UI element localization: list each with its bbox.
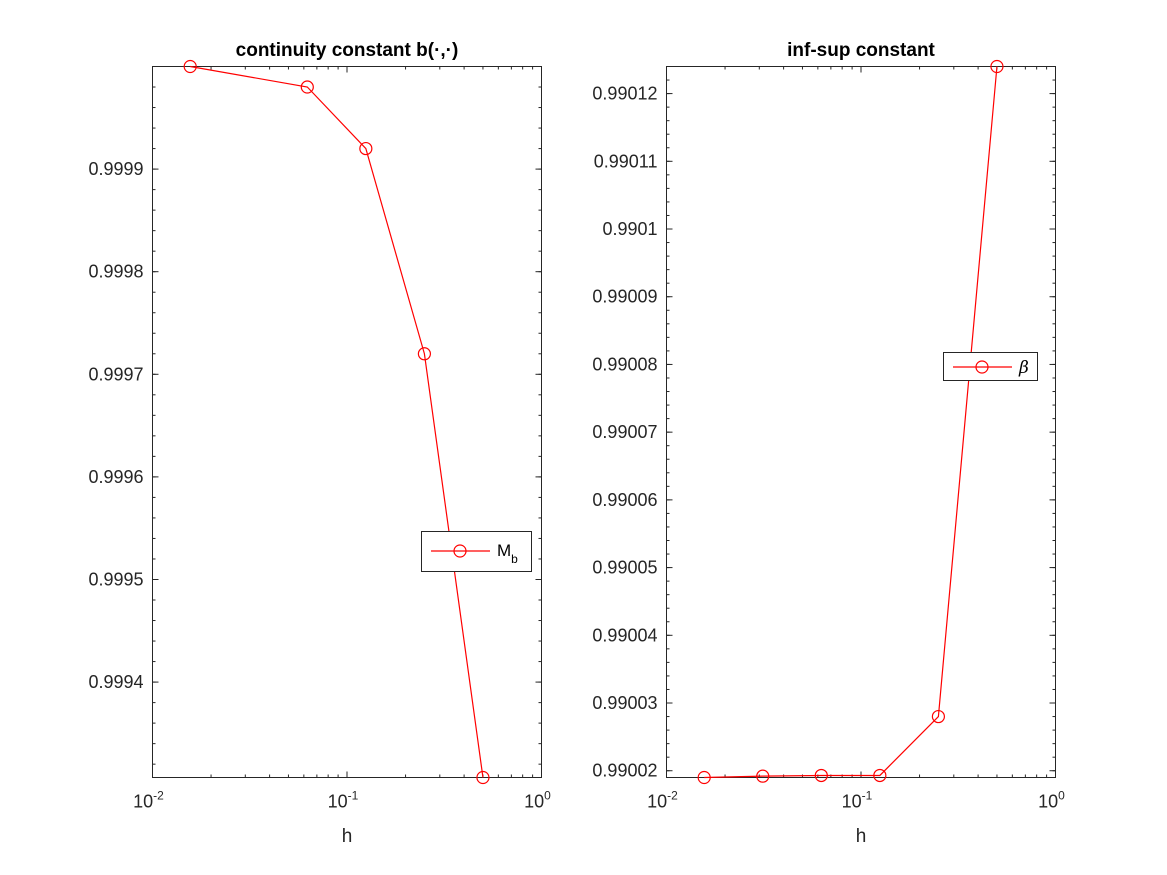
- inf-sup-legend-marker: [975, 360, 989, 374]
- continuity-axes-frame: [152, 66, 542, 778]
- inf-sup-legend: β: [943, 352, 1038, 381]
- continuity-legend-marker: [453, 544, 467, 558]
- continuity-plot-area: [183, 59, 490, 785]
- continuity-y-tick-label: 0.9997: [88, 364, 143, 384]
- continuity-chart-title: continuity constant b(·,·): [236, 40, 459, 61]
- continuity-x-tick-label: 10-2: [133, 789, 164, 812]
- inf-sup-x-tick-label: 100: [1038, 789, 1065, 812]
- inf-sup-y-tick-label: 0.99011: [594, 151, 658, 171]
- continuity-y-tick-label: 0.9996: [88, 467, 143, 487]
- continuity-data-point: [183, 59, 197, 74]
- continuity-legend-name: M: [497, 541, 511, 560]
- continuity-legend-label: Mb: [497, 541, 518, 566]
- inf-sup-data-point: [756, 769, 770, 783]
- continuity-y-tick-label: 0.9994: [88, 672, 143, 692]
- inf-sup-y-tick-label: 0.99003: [592, 693, 657, 713]
- inf-sup-data-point: [814, 768, 828, 783]
- inf-sup-ticks: 10-2 10-1 100 0.99002 0.99003 0.99004 0.99005 0…: [592, 66, 1065, 812]
- inf-sup-data-point: [931, 709, 945, 724]
- inf-sup-plot-area: [697, 59, 1004, 785]
- inf-sup-series-line: [704, 66, 998, 779]
- inf-sup-y-tick-label: 0.9901: [602, 219, 657, 239]
- continuity-x-axis-label: h: [342, 826, 353, 847]
- inf-sup-y-tick-label: 0.99008: [592, 354, 657, 374]
- continuity-data-point: [476, 770, 490, 785]
- continuity-x-tick-label: 10-1: [328, 789, 359, 812]
- continuity-y-tick-label: 0.9998: [88, 262, 143, 282]
- continuity-legend-subscript: b: [511, 552, 518, 566]
- continuity-series-line: [190, 65, 484, 778]
- inf-sup-constant-axes: inf-sup constant h 10-2 10-1 100 0.99002 0.9…: [592, 40, 1065, 847]
- continuity-data-point: [417, 347, 431, 361]
- continuity-legend: Mb: [421, 531, 532, 572]
- inf-sup-y-tick-label: 0.99009: [592, 287, 657, 307]
- inf-sup-y-tick-label: 0.99005: [592, 558, 657, 578]
- inf-sup-x-tick-label: 10-1: [842, 789, 873, 812]
- inf-sup-y-tick-label: 0.99004: [592, 625, 657, 645]
- inf-sup-axes-frame: [666, 66, 1056, 778]
- continuity-y-tick-label: 0.9995: [88, 569, 143, 589]
- inf-sup-y-tick-label: 0.99012: [592, 84, 657, 104]
- continuity-constant-axes: continuity constant b(·,·) h 10-2 10-1 100…: [88, 40, 551, 847]
- continuity-x-tick-label: 100: [524, 789, 551, 812]
- continuity-data-point: [300, 80, 314, 94]
- inf-sup-chart-title: inf-sup constant: [787, 40, 935, 61]
- inf-sup-data-point: [990, 59, 1004, 74]
- inf-sup-y-tick-label: 0.99006: [592, 490, 657, 510]
- inf-sup-x-axis-label: h: [856, 826, 867, 847]
- inf-sup-y-tick-label: 0.99002: [592, 761, 657, 781]
- inf-sup-x-tick-label: 10-2: [647, 789, 678, 812]
- continuity-ticks: 10-2 10-1 100 0.9994 0.9995 0.9996 0.9997 0.999…: [88, 66, 551, 812]
- inf-sup-legend-label: β: [1018, 358, 1029, 378]
- continuity-data-point: [359, 141, 373, 156]
- inf-sup-data-point: [873, 768, 887, 783]
- inf-sup-data-point: [697, 770, 711, 785]
- inf-sup-y-tick-label: 0.99007: [592, 422, 657, 442]
- continuity-y-tick-label: 0.9999: [88, 159, 143, 179]
